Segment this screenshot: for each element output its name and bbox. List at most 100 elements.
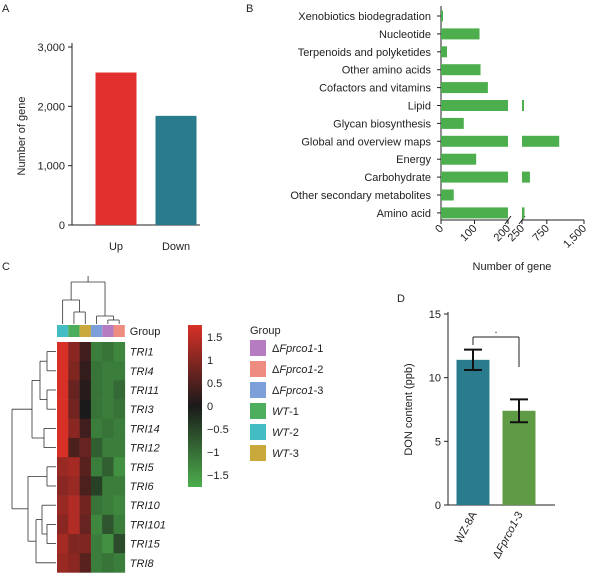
c-heatmap-cell (102, 399, 114, 420)
d-y-axis-label: DON content (ppb) (403, 363, 415, 455)
b-bar-continued (522, 171, 530, 183)
a-y-axis-label: Number of gene (16, 97, 28, 176)
c-heatmap-cell (102, 476, 114, 496)
c-heatmap-cell (113, 495, 126, 516)
c-heatmap-cell (90, 380, 103, 400)
a-y-tick-label: 1,000 (37, 161, 65, 173)
c-heatmap-cell (79, 553, 92, 573)
c-heatmap-cell (90, 476, 103, 496)
b-bar (441, 10, 443, 22)
d-x-tick-label: WZ-8A (453, 509, 480, 545)
c-heatmap-cell (113, 534, 126, 554)
panel-label-d: D (397, 293, 405, 305)
c-heatmap-cell (57, 380, 69, 400)
c-row-label: TRI6 (130, 481, 155, 493)
c-row-label: TRI12 (130, 443, 160, 455)
c-heatmap-cell (102, 495, 114, 516)
c-heatmap-cell (90, 418, 103, 439)
b-bar (441, 64, 481, 76)
d-y-tick-label: 0 (435, 500, 441, 512)
c-heatmap-cell (68, 514, 80, 535)
c-row-label: TRI3 (130, 404, 155, 416)
d-significance-mark: . (494, 324, 497, 336)
b-x-tick-label: 750 (530, 223, 551, 244)
c-heatmap-cell (113, 361, 126, 381)
c-legend-swatch (250, 403, 266, 419)
a-x-tick-label: Up (109, 241, 123, 253)
c-legend-title: Group (250, 325, 281, 337)
a-y-tick-label: 0 (59, 220, 65, 232)
c-heatmap-cell (113, 553, 126, 573)
c-legend-label: ΔFprco1-1 (272, 343, 323, 355)
c-row-label: TRI4 (130, 366, 154, 378)
b-bar (441, 171, 508, 183)
b-category-label: Other amino acids (342, 65, 432, 77)
c-heatmap-cell (68, 553, 80, 573)
c-colorbar-tick-label: 1 (207, 355, 213, 367)
c-row-label: TRI101 (130, 519, 166, 531)
d-bar (456, 359, 490, 505)
c-row-label: TRI14 (130, 423, 160, 435)
b-bar (441, 100, 508, 111)
b-x-axis-label: Number of gene (473, 261, 552, 273)
c-heatmap-cell (68, 342, 80, 362)
c-heatmap-cell (90, 457, 103, 477)
c-heatmap-cell (57, 553, 69, 573)
c-heatmap-cell (102, 457, 114, 477)
c-heatmap-cell (79, 457, 92, 477)
c-heatmap-cell (102, 514, 114, 535)
c-heatmap-cell (57, 457, 69, 477)
b-bar-continued (522, 207, 525, 219)
c-heatmap-cell (113, 399, 126, 420)
c-heatmap-cell (90, 514, 103, 535)
c-colorbar-tick-label: 1.5 (207, 332, 222, 344)
c-heatmap-cell (57, 534, 69, 554)
panel-label-b: B (246, 3, 253, 15)
c-legend-label: WT-1 (272, 406, 299, 418)
b-bar-continued (522, 100, 524, 111)
c-heatmap-cell (57, 438, 69, 458)
c-heatmap-cell (90, 361, 103, 381)
c-colorbar-tick-label: −1.5 (207, 470, 229, 482)
b-category-label: Global and overview maps (301, 136, 431, 148)
c-heatmap-cell (113, 380, 126, 400)
b-category-label: Terpenoids and polyketides (298, 47, 432, 59)
c-heatmap-cell (79, 418, 92, 439)
b-category-label: Energy (396, 154, 431, 166)
c-heatmap-cell (79, 495, 92, 516)
c-group-annotation-cell (90, 325, 103, 337)
c-group-annotation-cell (79, 325, 91, 337)
c-heatmap-cell (90, 495, 103, 516)
a-bar-up (95, 72, 137, 225)
c-heatmap-cell (68, 534, 80, 554)
c-heatmap-cell (102, 380, 114, 400)
c-legend-label: ΔFprco1-3 (272, 385, 323, 397)
c-legend-swatch (250, 361, 266, 377)
c-row-label: TRI11 (130, 385, 159, 397)
a-x-tick-label: Down (162, 241, 190, 253)
b-category-label: Other secondary metabolites (290, 190, 431, 202)
c-heatmap-cell (68, 438, 80, 458)
c-heatmap-cell (90, 438, 103, 458)
c-legend-swatch (250, 424, 266, 440)
b-bar (441, 189, 454, 201)
c-heatmap-cell (113, 438, 126, 458)
c-colorbar (188, 325, 202, 487)
c-heatmap-cell (68, 361, 80, 381)
d-y-tick-label: 5 (435, 436, 441, 448)
c-colorbar-tick-label: −0.5 (207, 424, 229, 436)
b-bar (441, 82, 488, 94)
c-heatmap-cell (79, 399, 92, 420)
b-bar (441, 207, 508, 219)
c-legend-swatch (250, 445, 266, 461)
c-heatmap-cell (90, 342, 103, 362)
d-y-tick-label: 10 (429, 373, 441, 385)
c-heatmap-cell (102, 418, 114, 439)
c-heatmap-cell (79, 342, 92, 362)
c-heatmap-cell (68, 495, 80, 516)
b-bar (441, 153, 477, 165)
c-heatmap-cell (79, 380, 92, 400)
c-colorbar-tick-label: −1 (207, 447, 220, 459)
c-row-label: TRI8 (130, 558, 155, 570)
